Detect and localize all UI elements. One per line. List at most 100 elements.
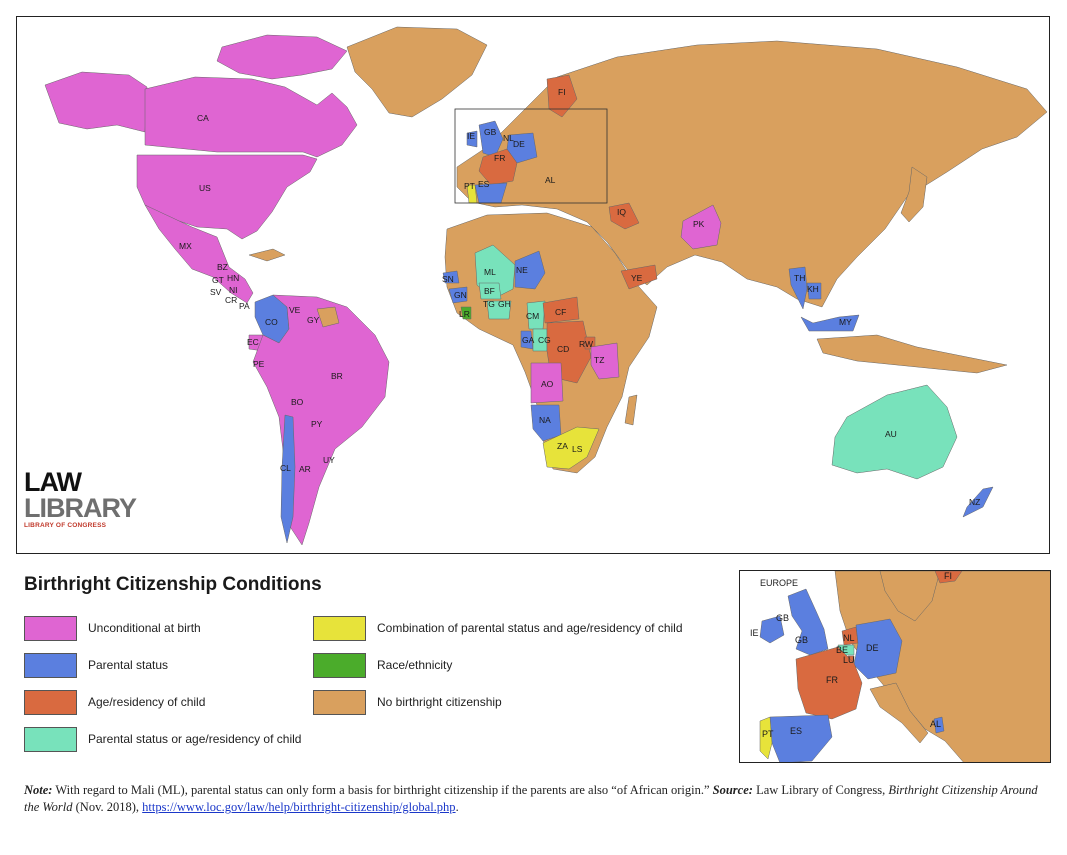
logo-line-library: LIBRARY bbox=[24, 493, 137, 523]
country-label-co: CO bbox=[265, 317, 278, 327]
legend-swatch bbox=[313, 689, 366, 715]
region-iraq bbox=[608, 202, 640, 230]
legend-label: Parental status bbox=[88, 658, 169, 672]
country-label-pt: PT bbox=[464, 181, 475, 191]
publication-date: (Nov. 2018), bbox=[72, 800, 143, 814]
region-senegal bbox=[442, 270, 460, 284]
country-label-au: AU bbox=[885, 429, 897, 439]
region-eurasia bbox=[456, 40, 1048, 308]
region-cambodia bbox=[806, 282, 822, 300]
country-label-al: AL bbox=[545, 175, 556, 185]
region-finland bbox=[546, 74, 578, 118]
europe-inset-marker bbox=[454, 108, 608, 204]
country-label-de: DE bbox=[513, 139, 525, 149]
country-label-gy: GY bbox=[307, 315, 320, 325]
inset-region-al bbox=[933, 716, 945, 734]
country-label-py: PY bbox=[311, 419, 323, 429]
country-label-cm: CM bbox=[526, 311, 539, 321]
legend-swatch bbox=[24, 615, 77, 641]
legend-swatch bbox=[24, 726, 77, 752]
legend-swatch bbox=[24, 652, 77, 678]
country-label-lr: LR bbox=[459, 309, 470, 319]
inset-label-fi: FI bbox=[944, 571, 952, 581]
region-france bbox=[478, 148, 518, 186]
region-greenland bbox=[346, 26, 488, 118]
note-end: . bbox=[455, 800, 459, 814]
logo-line-law: LAW bbox=[24, 467, 82, 497]
region-south-africa bbox=[542, 426, 600, 470]
country-label-sn: SN bbox=[442, 274, 454, 284]
country-label-ve: VE bbox=[289, 305, 301, 315]
country-label-pe: PE bbox=[253, 359, 265, 369]
region-burkina bbox=[478, 282, 502, 300]
inset-region-fr bbox=[795, 646, 863, 720]
country-label-ni: NI bbox=[229, 285, 238, 295]
region-caribbean bbox=[248, 248, 286, 262]
inset-region-finland bbox=[934, 571, 963, 584]
inset-label-es: ES bbox=[790, 726, 802, 736]
legend-item-combination: Combination of parental status and age/r… bbox=[313, 615, 683, 641]
region-canada bbox=[144, 76, 358, 158]
region-niger bbox=[514, 250, 546, 290]
country-label-ca: CA bbox=[197, 113, 209, 123]
country-label-ga: GA bbox=[522, 335, 535, 345]
country-label-gh: GH bbox=[498, 299, 511, 309]
country-label-pk: PK bbox=[693, 219, 705, 229]
legend-item-parental: Parental status bbox=[24, 652, 168, 678]
legend-label: Race/ethnicity bbox=[377, 658, 453, 672]
country-label-bz: BZ bbox=[217, 262, 228, 272]
country-label-fr: FR bbox=[494, 153, 505, 163]
region-guyana bbox=[316, 306, 340, 328]
region-togo-ghana bbox=[486, 300, 512, 320]
country-label-nz: NZ bbox=[969, 497, 980, 507]
footnote: Note: With regard to Mali (ML), parental… bbox=[24, 782, 1054, 816]
region-chile bbox=[280, 414, 296, 544]
country-label-na: NA bbox=[539, 415, 551, 425]
inset-region-pt bbox=[759, 716, 773, 760]
inset-label-de: DE bbox=[866, 643, 879, 653]
country-label-za: ZA bbox=[557, 441, 568, 451]
legend-swatch bbox=[313, 615, 366, 641]
country-label-ls: LS bbox=[572, 444, 583, 454]
legend-label: No birthright citizenship bbox=[377, 695, 502, 709]
inset-label-be: BE bbox=[836, 645, 848, 655]
country-label-cl: CL bbox=[280, 463, 291, 473]
region-arctic-islands bbox=[216, 34, 348, 80]
region-ireland bbox=[466, 130, 478, 148]
legend-label: Combination of parental status and age/r… bbox=[377, 621, 683, 635]
inset-label-al: AL bbox=[930, 719, 941, 729]
inset-region-ie bbox=[759, 615, 785, 644]
inset-label-ie: IE bbox=[750, 628, 759, 638]
legend-item-unconditional: Unconditional at birth bbox=[24, 615, 201, 641]
inset-label-lu: LU bbox=[843, 655, 855, 665]
region-australia bbox=[831, 384, 958, 480]
region-angola bbox=[530, 362, 564, 404]
legend-item-race: Race/ethnicity bbox=[313, 652, 452, 678]
country-label-tz: TZ bbox=[594, 355, 604, 365]
inset-region-italy bbox=[869, 682, 929, 744]
country-label-ao: AO bbox=[541, 379, 554, 389]
law-library-logo: LAW LIBRARY LIBRARY OF CONGRESS bbox=[24, 467, 137, 530]
inset-region-scandinavia bbox=[879, 571, 941, 622]
source-text: Law Library of Congress, bbox=[752, 783, 889, 797]
region-madagascar bbox=[624, 394, 638, 426]
region-tanzania bbox=[590, 342, 620, 380]
country-label-ye: YE bbox=[631, 273, 643, 283]
region-liberia bbox=[460, 306, 472, 320]
country-label-gb: GB bbox=[484, 127, 497, 137]
region-mexico bbox=[144, 204, 254, 304]
source-link[interactable]: https://www.loc.gov/law/help/birthright-… bbox=[142, 800, 456, 814]
publication-title: Birthright Citizenship Around the World bbox=[24, 783, 1038, 814]
inset-label-gb: GB bbox=[795, 635, 808, 645]
legend-item-age-residency: Age/residency of child bbox=[24, 689, 205, 715]
inset-label-gb: GB bbox=[776, 613, 789, 623]
country-label-nl: NL bbox=[503, 133, 514, 143]
legend-label: Age/residency of child bbox=[88, 695, 206, 709]
country-label-iq: IQ bbox=[617, 207, 626, 217]
country-label-th: TH bbox=[794, 273, 805, 283]
country-label-hn: HN bbox=[227, 273, 239, 283]
country-label-bf: BF bbox=[484, 286, 495, 296]
inset-region-gb bbox=[787, 588, 829, 656]
region-yemen bbox=[620, 264, 658, 290]
